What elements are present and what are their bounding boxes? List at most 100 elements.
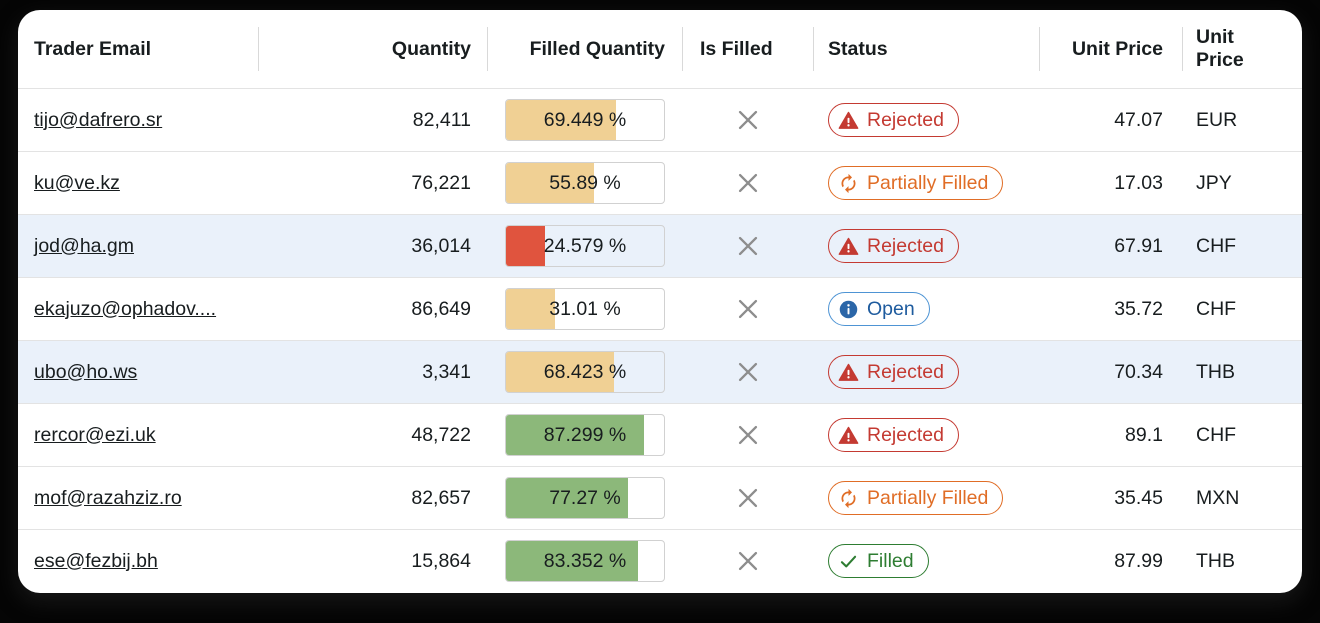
- status-label: Filled: [867, 550, 914, 572]
- column-header-filled-quantity[interactable]: Filled Quantity: [487, 10, 682, 88]
- trader-email-link[interactable]: ekajuzo@ophadov....: [34, 297, 217, 320]
- header-divider: [682, 27, 683, 71]
- column-header-quantity[interactable]: Quantity: [258, 10, 487, 88]
- currency-cell: THB: [1196, 360, 1235, 383]
- filled-quantity-value: 68.423 %: [543, 360, 627, 383]
- status-label: Partially Filled: [867, 172, 989, 194]
- trader-email-cell: mof@razahziz.ro: [18, 467, 258, 529]
- quantity-cell: 76,221: [411, 171, 471, 194]
- filled-quantity-input[interactable]: 68.423 %: [505, 351, 665, 393]
- warning-icon: [838, 426, 859, 444]
- status-badge: Open: [828, 292, 930, 326]
- table-row[interactable]: mof@razahziz.ro 82,657 77.27 % Partially…: [18, 466, 1302, 529]
- currency-cell: CHF: [1196, 234, 1237, 257]
- filled-quantity-cell: 87.299 %: [487, 404, 682, 466]
- cross-icon: [738, 551, 757, 571]
- filled-quantity-cell: 55.89 %: [487, 152, 682, 214]
- trader-email-cell: rercor@ezi.uk: [18, 404, 258, 466]
- header-divider: [1182, 27, 1183, 71]
- is-filled-cell: [682, 341, 813, 403]
- cross-icon: [738, 299, 757, 319]
- status-cell: Rejected: [813, 341, 1039, 403]
- unit-price-cell: 87.99: [1114, 549, 1163, 572]
- header-divider: [487, 27, 488, 71]
- status-cell: Open: [813, 278, 1039, 340]
- cross-icon: [738, 488, 757, 508]
- table-row[interactable]: jod@ha.gm 36,014 24.579 % Rejected 67.91…: [18, 214, 1302, 277]
- filled-quantity-bar-fill: [506, 226, 545, 266]
- trader-email-link[interactable]: ubo@ho.ws: [34, 360, 138, 383]
- unit-price-cell: 47.07: [1114, 108, 1163, 131]
- cross-icon: [738, 173, 757, 193]
- table-row[interactable]: ubo@ho.ws 3,341 68.423 % Rejected 70.34 …: [18, 340, 1302, 403]
- column-header-label: Unit Price: [1196, 26, 1244, 71]
- filled-quantity-input[interactable]: 87.299 %: [505, 414, 665, 456]
- column-header-label: Status: [828, 37, 888, 60]
- table-row[interactable]: ekajuzo@ophadov.... 86,649 31.01 % Open …: [18, 277, 1302, 340]
- column-header-is-filled[interactable]: Is Filled: [682, 10, 813, 88]
- trader-email-link[interactable]: mof@razahziz.ro: [34, 486, 182, 509]
- filled-quantity-cell: 77.27 %: [487, 467, 682, 529]
- filled-quantity-input[interactable]: 31.01 %: [505, 288, 665, 330]
- table-row[interactable]: ku@ve.kz 76,221 55.89 % Partially Filled…: [18, 151, 1302, 214]
- filled-quantity-input[interactable]: 83.352 %: [505, 540, 665, 582]
- warning-icon: [838, 363, 859, 381]
- trader-email-link[interactable]: jod@ha.gm: [34, 234, 135, 257]
- table-row[interactable]: ese@fezbij.bh 15,864 83.352 % Filled 87.…: [18, 529, 1302, 592]
- filled-quantity-input[interactable]: 69.449 %: [505, 99, 665, 141]
- trader-email-cell: ekajuzo@ophadov....: [18, 278, 258, 340]
- currency-cell: MXN: [1196, 486, 1240, 509]
- is-filled-cell: [682, 404, 813, 466]
- unit-price-cell: 89.1: [1125, 423, 1163, 446]
- filled-quantity-input[interactable]: 55.89 %: [505, 162, 665, 204]
- filled-quantity-input[interactable]: 24.579 %: [505, 225, 665, 267]
- currency-cell: EUR: [1196, 108, 1238, 131]
- trader-email-cell: ese@fezbij.bh: [18, 530, 258, 592]
- filled-quantity-value: 83.352 %: [543, 549, 627, 572]
- filled-quantity-cell: 83.352 %: [487, 530, 682, 592]
- refresh-icon: [841, 488, 856, 508]
- trader-email-link[interactable]: ku@ve.kz: [34, 171, 120, 194]
- column-header-unit-price-currency[interactable]: Unit Price: [1182, 10, 1302, 88]
- trader-email-link[interactable]: tijo@dafrero.sr: [34, 108, 163, 131]
- filled-quantity-value: 24.579 %: [543, 234, 627, 257]
- is-filled-cell: [682, 530, 813, 592]
- quantity-cell: 48,722: [411, 423, 471, 446]
- cross-icon: [738, 425, 757, 445]
- status-cell: Partially Filled: [813, 152, 1039, 214]
- grid-header-row: Trader Email Quantity Filled Quantity Is…: [18, 10, 1302, 88]
- status-badge: Rejected: [828, 103, 959, 137]
- filled-quantity-bar-fill: [506, 541, 638, 581]
- filled-quantity-cell: 24.579 %: [487, 215, 682, 277]
- trader-email-link[interactable]: rercor@ezi.uk: [34, 423, 156, 446]
- filled-quantity-bar-fill: [506, 478, 629, 518]
- table-row[interactable]: rercor@ezi.uk 48,722 87.299 % Rejected 8…: [18, 403, 1302, 466]
- is-filled-cell: [682, 278, 813, 340]
- cross-icon: [738, 362, 757, 382]
- table-row[interactable]: tijo@dafrero.sr 82,411 69.449 % Rejected…: [18, 88, 1302, 151]
- filled-quantity-bar-fill: [506, 163, 595, 203]
- currency-cell: CHF: [1196, 423, 1237, 446]
- column-header-trader-email[interactable]: Trader Email: [18, 10, 258, 88]
- currency-cell: CHF: [1196, 297, 1237, 320]
- header-divider: [258, 27, 259, 71]
- filled-quantity-bar-fill: [506, 289, 555, 329]
- data-grid: Trader Email Quantity Filled Quantity Is…: [18, 10, 1302, 593]
- status-cell: Rejected: [813, 215, 1039, 277]
- status-label: Partially Filled: [867, 487, 989, 509]
- quantity-cell: 3,341: [422, 360, 471, 383]
- trader-email-link[interactable]: ese@fezbij.bh: [34, 549, 158, 572]
- quantity-cell: 36,014: [411, 234, 471, 257]
- status-badge: Rejected: [828, 355, 959, 389]
- status-label: Rejected: [867, 235, 944, 257]
- filled-quantity-value: 69.449 %: [543, 108, 627, 131]
- column-header-status[interactable]: Status: [813, 10, 1039, 88]
- column-header-unit-price[interactable]: Unit Price: [1039, 10, 1182, 88]
- filled-quantity-value: 77.27 %: [549, 486, 621, 509]
- currency-cell: THB: [1196, 549, 1235, 572]
- unit-price-cell: 67.91: [1114, 234, 1163, 257]
- is-filled-cell: [682, 215, 813, 277]
- filled-quantity-input[interactable]: 77.27 %: [505, 477, 665, 519]
- filled-quantity-cell: 69.449 %: [487, 89, 682, 151]
- header-divider: [1039, 27, 1040, 71]
